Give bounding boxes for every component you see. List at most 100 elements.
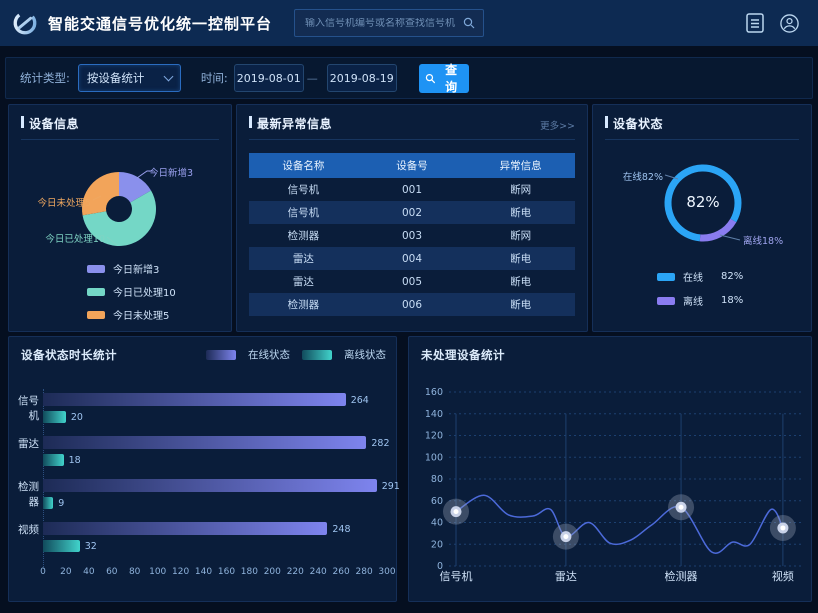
axis-tick: 20 xyxy=(431,539,443,550)
axis-tick: 140 xyxy=(425,409,443,420)
axis-tick: 80 xyxy=(128,567,141,577)
table-header-cell: 设备名称 xyxy=(282,160,325,172)
user-icon[interactable] xyxy=(779,13,800,34)
donut-slice xyxy=(82,172,119,216)
table-header-row: 设备名称 设备号 异常信息 xyxy=(249,153,575,178)
table-cell: 002 xyxy=(401,206,423,219)
legend-swatch[interactable] xyxy=(302,349,332,360)
category-label: 检测器 xyxy=(665,569,698,583)
ring-arc-online xyxy=(664,164,742,242)
table-cell: 检测器 xyxy=(287,299,320,311)
table-row[interactable]: 雷达 004 断电 xyxy=(249,247,575,270)
legend-item[interactable]: 今日未处理5 xyxy=(87,307,176,322)
stat-type-value: 按设备统计 xyxy=(86,71,145,85)
table-cell: 断电 xyxy=(510,299,532,311)
bar-category-label: 视频 xyxy=(18,524,39,536)
data-point-core xyxy=(563,534,569,540)
axis-tick: 20 xyxy=(60,567,72,577)
more-link[interactable]: 更多>> xyxy=(540,121,575,132)
legend-item[interactable]: 今日已处理10 xyxy=(87,284,176,299)
legend-swatch xyxy=(657,272,675,281)
device-status-ring-chart xyxy=(664,164,742,242)
chevron-down-icon xyxy=(163,71,174,82)
query-button-label: 查询 xyxy=(445,63,458,94)
table-cell: 006 xyxy=(401,298,423,311)
axis-tick: 0 xyxy=(437,561,443,572)
panel-title: 设备信息 xyxy=(21,115,79,132)
query-button[interactable]: 查询 xyxy=(418,63,469,94)
search-icon[interactable] xyxy=(463,17,475,29)
abnormal-table: 设备名称 设备号 异常信息 信号机 001 断网 信号机 002 断电 检测器 003 断网 雷达 00… xyxy=(249,153,575,316)
category-label: 视频 xyxy=(772,569,794,583)
bar-value: 20 xyxy=(70,412,83,423)
legend-swatch[interactable] xyxy=(206,349,236,360)
legend-item[interactable]: 今日新增3 xyxy=(87,261,176,276)
divider xyxy=(249,139,575,140)
legend-value: 82% xyxy=(721,271,744,282)
legend-label: 今日未处理5 xyxy=(113,311,170,322)
legend-label: 离线 xyxy=(683,297,703,308)
date-from-input[interactable]: 2019-08-01 xyxy=(233,64,304,92)
duration-bar-chart: 信号机 264 20 雷达 282 18 检测器 291 9 视频 248 32 0 20 40 60 80 10… xyxy=(9,337,400,601)
table-cell: 004 xyxy=(401,252,423,265)
table-row[interactable]: 检测器 006 断电 xyxy=(249,293,575,316)
legend-swatch xyxy=(87,310,105,319)
stat-type-select[interactable]: 按设备统计 xyxy=(77,64,181,92)
duration-legend: 在线状态 离线状态 xyxy=(206,347,386,362)
axis-tick: 60 xyxy=(431,496,443,507)
signal-search xyxy=(294,9,485,37)
table-row[interactable]: 信号机 002 断电 xyxy=(249,201,575,224)
legend-item[interactable]: 离线 18% xyxy=(657,293,743,308)
donut-callout-unprocessed: 今日未处理5 xyxy=(37,198,91,209)
app-logo-icon xyxy=(13,11,37,35)
divider xyxy=(605,139,799,140)
donut-slice xyxy=(82,190,156,246)
table-cell: 雷达 xyxy=(292,253,314,265)
bar-offline xyxy=(43,497,54,509)
table-cell: 断电 xyxy=(510,276,532,288)
axis-tick: 280 xyxy=(355,567,373,577)
table-cell: 003 xyxy=(401,229,423,242)
axis-tick: 140 xyxy=(194,567,213,577)
date-to-input[interactable]: 2019-08-19 xyxy=(326,64,397,92)
device-info-donut-chart xyxy=(82,170,156,246)
list-icon[interactable] xyxy=(745,12,765,34)
legend-swatch xyxy=(87,287,105,296)
legend-item[interactable]: 在线 82% xyxy=(657,269,743,284)
device-info-panel: 设备信息 今日新增3 今日未处理5 今日已处理10 今日新增3 今日已处理10 … xyxy=(8,104,232,332)
divider xyxy=(21,139,219,140)
table-row[interactable]: 信号机 001 断网 xyxy=(249,178,575,201)
data-point-core xyxy=(453,509,459,515)
ring-arc-offline xyxy=(699,218,737,242)
stat-type-label: 统计类型: xyxy=(20,71,70,85)
search-icon xyxy=(425,73,435,83)
donut-callout-processed: 今日已处理10 xyxy=(45,234,105,245)
table-row[interactable]: 雷达 005 断电 xyxy=(249,270,575,293)
bar-value: 291 xyxy=(381,481,400,492)
bar-category-label: 检测器 xyxy=(18,481,39,508)
data-point-core xyxy=(780,525,786,531)
axis-tick: 40 xyxy=(83,567,95,577)
table-cell: 005 xyxy=(401,275,423,288)
panel-title: 设备状态时长统计 xyxy=(21,348,117,362)
table-cell: 检测器 xyxy=(287,230,320,242)
axis-tick: 240 xyxy=(309,567,327,577)
legend-label: 今日已处理10 xyxy=(113,288,176,299)
filter-bar: 统计类型: 按设备统计 时间: 2019-08-01 — 2019-08-19 … xyxy=(5,57,813,99)
legend-swatch xyxy=(87,264,105,273)
callout-line xyxy=(719,234,741,241)
category-label: 信号机 xyxy=(440,569,473,583)
abnormal-info-panel: 最新异常信息 更多>> 设备名称 设备号 异常信息 信号机 001 断网 信号机 002 断电… xyxy=(236,104,588,332)
table-cell: 断电 xyxy=(510,253,532,265)
axis-tick: 200 xyxy=(263,567,281,577)
legend-swatch xyxy=(657,296,675,305)
signal-search-input[interactable] xyxy=(295,17,464,29)
table-cell: 雷达 xyxy=(292,276,314,288)
axis-tick: 80 xyxy=(431,474,443,485)
table-body: 信号机 001 断网 信号机 002 断电 检测器 003 断网 雷达 004 断电 雷达 005 断电 检测… xyxy=(249,178,575,316)
callout-line xyxy=(664,174,679,180)
bar-category-label: 雷达 xyxy=(18,438,39,450)
data-point-core xyxy=(678,504,684,510)
table-row[interactable]: 检测器 003 断网 xyxy=(249,224,575,247)
table-cell: 001 xyxy=(401,183,423,196)
